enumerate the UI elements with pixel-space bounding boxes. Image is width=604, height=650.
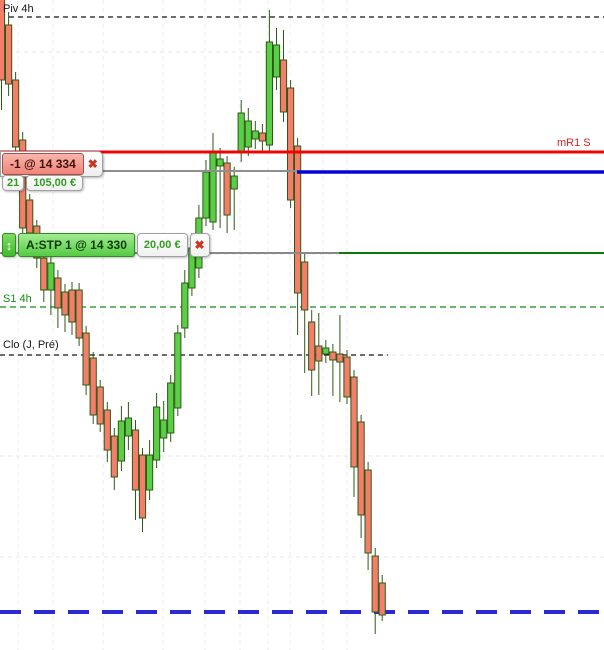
candle-body-down bbox=[294, 145, 302, 294]
position-size-price-label[interactable]: -1 @ 14 334 bbox=[2, 153, 84, 175]
candle-body-down bbox=[61, 291, 69, 316]
candle-body-up bbox=[216, 158, 224, 167]
s1-level-label: S1 4h bbox=[3, 293, 32, 305]
candle-body-down bbox=[315, 345, 323, 362]
candle-body-up bbox=[153, 406, 161, 461]
candle-body-down bbox=[287, 87, 295, 201]
position-info-row: 21 105,00 € bbox=[2, 175, 84, 191]
cancel-stop-order-button[interactable]: ✖ bbox=[189, 233, 210, 257]
pivot-level-label: Piv 4h bbox=[3, 3, 34, 15]
candle-body-down bbox=[89, 357, 97, 416]
candle-body-down bbox=[350, 376, 358, 468]
candle-body-down bbox=[378, 582, 386, 616]
candle-body-up bbox=[160, 419, 168, 439]
candle-body-up bbox=[244, 120, 252, 148]
candle-body-up bbox=[265, 41, 273, 146]
candle-body-up bbox=[251, 130, 259, 140]
candle-body-down bbox=[103, 409, 111, 451]
stop-order-tab: ↕ A:STP 1 @ 14 330 20,00 € ✖ bbox=[2, 233, 210, 257]
position-quantity-badge: 21 bbox=[2, 175, 25, 191]
candle-body-up bbox=[322, 347, 330, 355]
candle-body-down bbox=[301, 261, 309, 311]
candle-body-down bbox=[364, 469, 372, 554]
candle-body-up bbox=[230, 175, 238, 190]
candle-body-down bbox=[5, 24, 13, 85]
candle-body-up bbox=[167, 382, 175, 434]
position-order-tab[interactable]: -1 @ 14 334 ✖ bbox=[0, 151, 103, 177]
drag-stop-order-button[interactable]: ↕ bbox=[2, 233, 16, 257]
candle-body-down bbox=[131, 429, 140, 491]
candle-body-up bbox=[124, 417, 133, 437]
candle-body-down bbox=[279, 59, 288, 113]
candle-body-down bbox=[329, 351, 337, 361]
move-vertical-icon: ↕ bbox=[5, 237, 13, 253]
stop-order-label[interactable]: A:STP 1 @ 14 330 bbox=[18, 233, 135, 257]
candle-body-down bbox=[110, 435, 118, 478]
candle-body-down bbox=[54, 277, 62, 309]
candle-body-down bbox=[68, 289, 76, 323]
candle-body-down bbox=[371, 555, 379, 613]
candle-body-down bbox=[26, 199, 34, 234]
close-icon: ✖ bbox=[194, 238, 205, 252]
candle-body-down bbox=[138, 454, 147, 519]
candle-body-down bbox=[96, 386, 104, 425]
candle-body-up bbox=[47, 262, 55, 291]
close-position-button[interactable]: ✖ bbox=[85, 153, 101, 175]
candle-body-down bbox=[82, 332, 90, 386]
candle-body-down bbox=[258, 132, 266, 142]
candle-body-up bbox=[272, 44, 281, 78]
candle-body-down bbox=[308, 321, 316, 371]
position-pnl-badge: 105,00 € bbox=[26, 175, 84, 191]
stop-order-amount-badge: 20,00 € bbox=[136, 233, 188, 257]
candle-body-up bbox=[181, 282, 189, 329]
candle-body-up bbox=[117, 420, 126, 462]
candle-body-down bbox=[0, 0, 6, 81]
close-prev-day-level-label: Clo (J, Pré) bbox=[3, 339, 59, 351]
candle-body-up bbox=[202, 171, 210, 219]
candle-body-down bbox=[336, 353, 344, 363]
candle-body-down bbox=[223, 162, 231, 216]
candle-body-down bbox=[357, 421, 365, 516]
candle-body-down bbox=[343, 356, 351, 398]
candle-body-down bbox=[40, 257, 48, 291]
candle-body-up bbox=[146, 454, 154, 491]
candle-body-up bbox=[209, 151, 217, 223]
candle-body-up bbox=[237, 112, 245, 154]
close-icon: ✖ bbox=[87, 157, 98, 171]
candle-body-down bbox=[75, 289, 83, 339]
candle-body-up bbox=[174, 332, 182, 409]
candle-body-down bbox=[12, 79, 20, 148]
mr1-level-label: mR1 S bbox=[557, 137, 591, 149]
